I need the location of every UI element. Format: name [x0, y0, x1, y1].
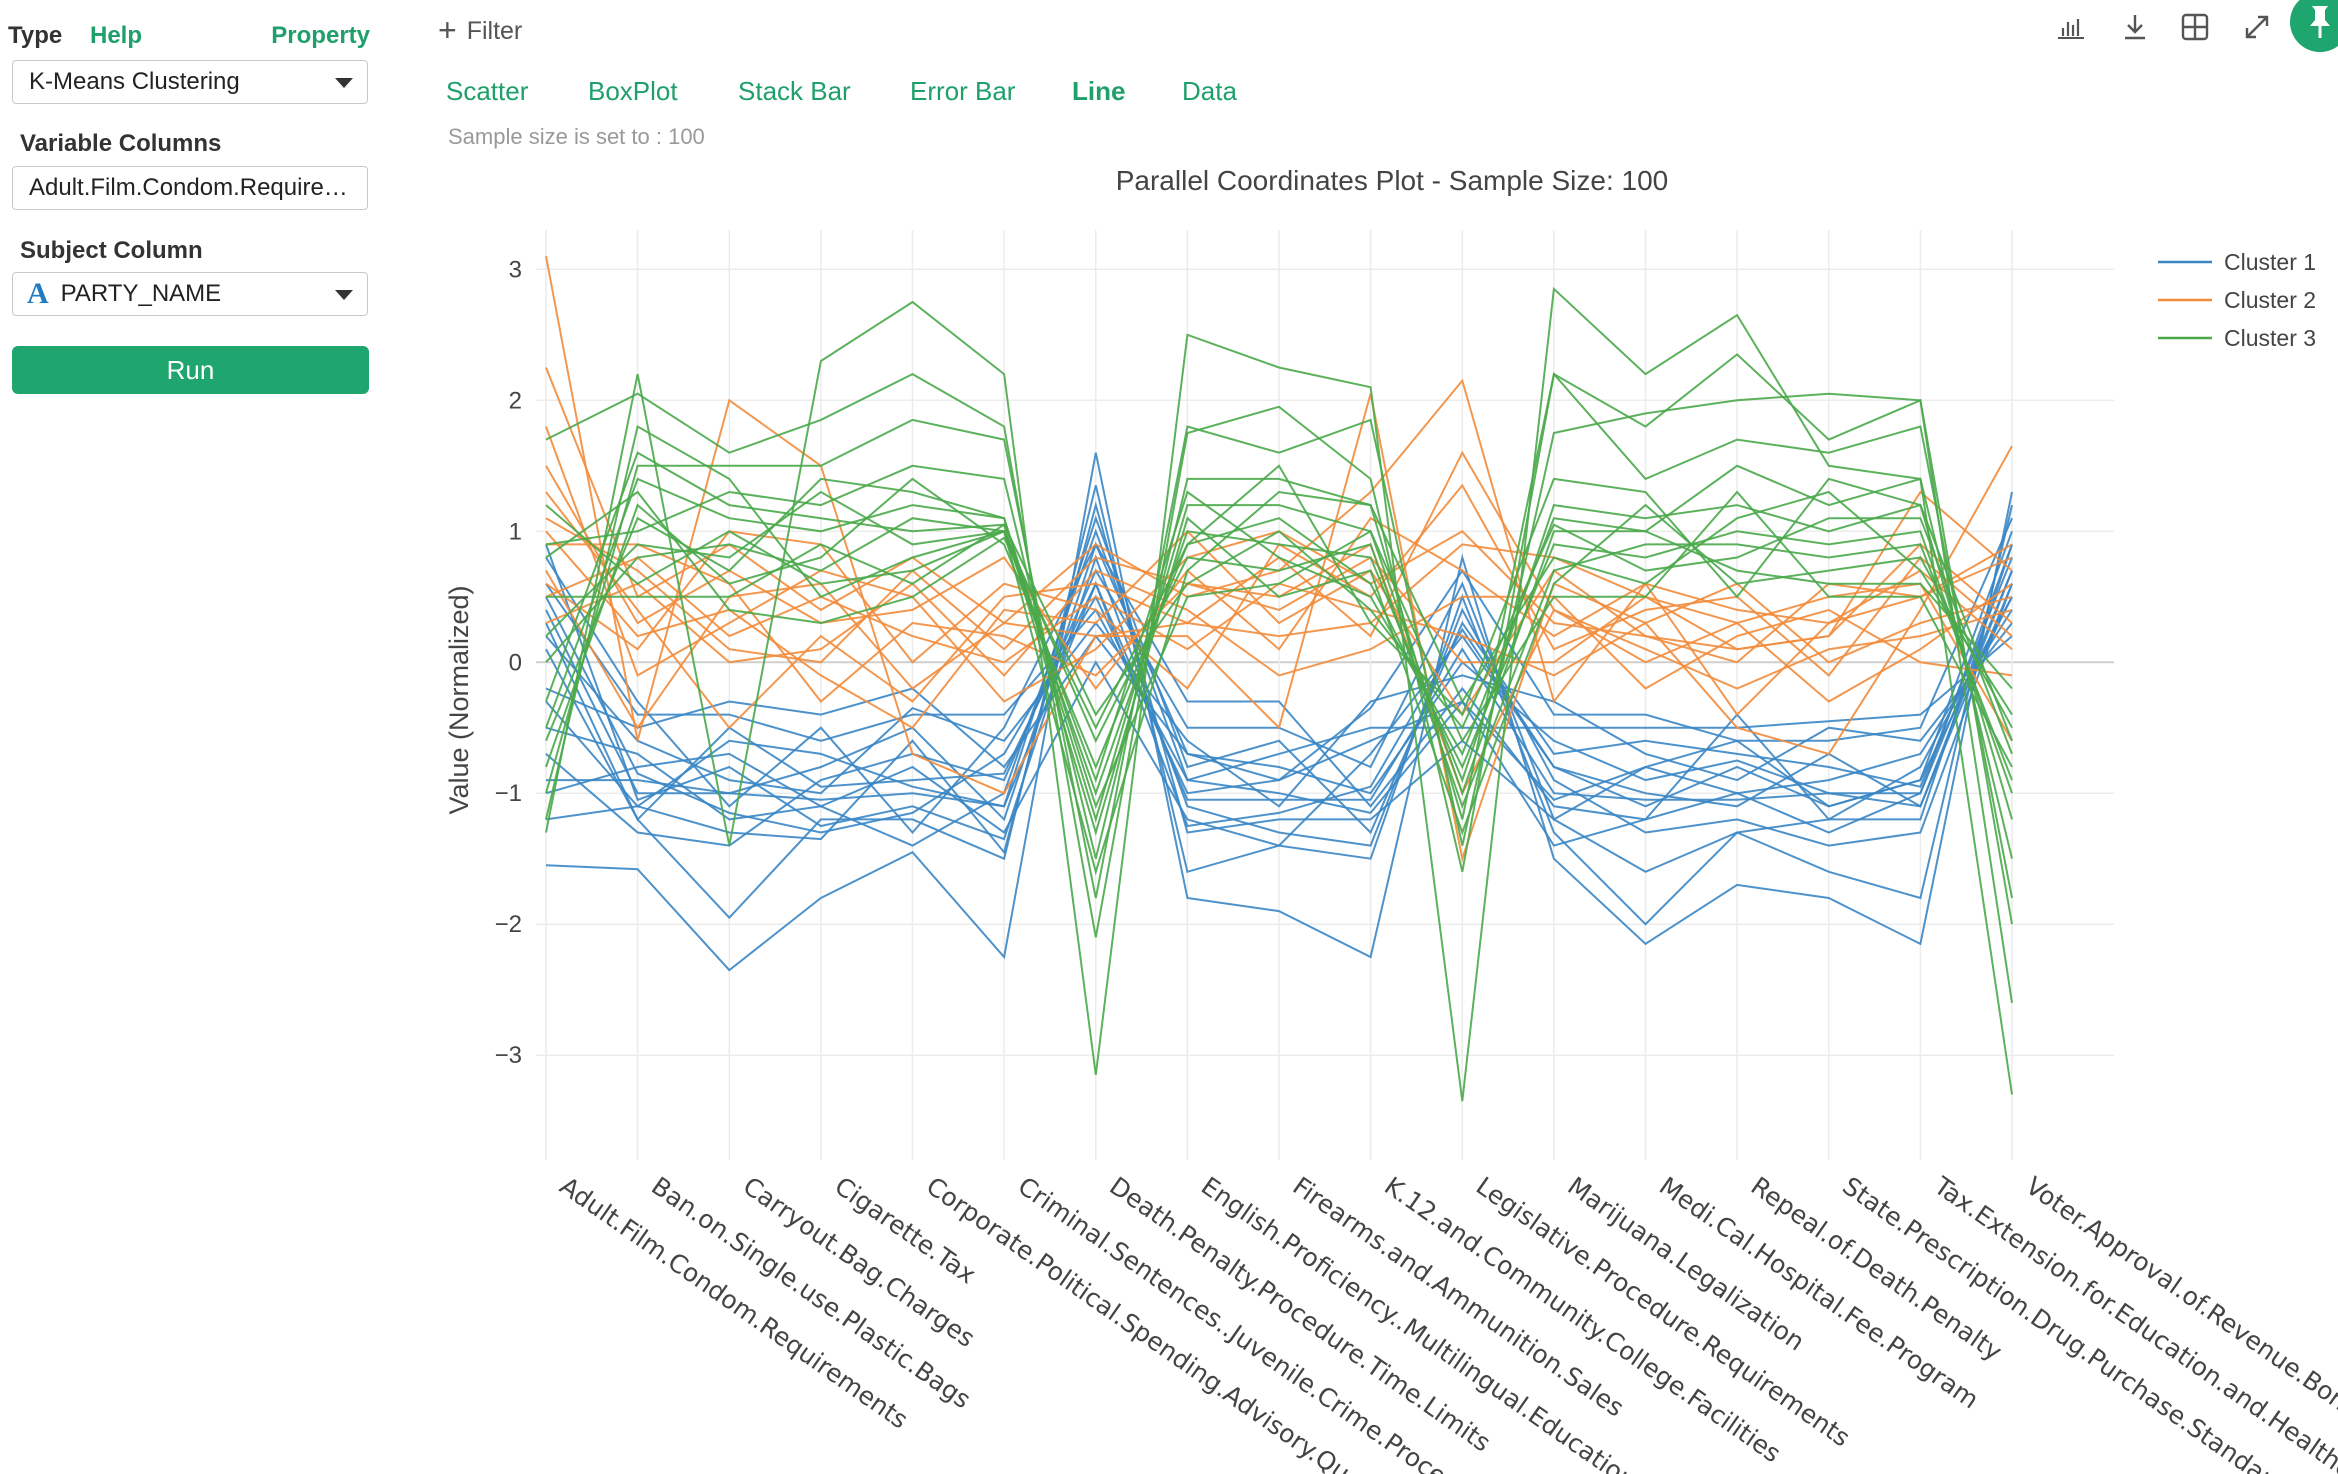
x-tick-label: Tax.Extension.for.Education.and.Healthca…: [1928, 1171, 2338, 1474]
tab-data[interactable]: Data: [1182, 76, 1237, 106]
y-tick-label: 3: [509, 256, 522, 283]
x-tick-label: Voter.Approval.of.Revenue.Bonds: [2021, 1171, 2338, 1433]
subject-column-value: PARTY_NAME: [60, 280, 222, 307]
series-line: [545, 570, 2013, 808]
filter-label: Filter: [466, 17, 523, 45]
type-select[interactable]: K-Means Clustering: [12, 60, 368, 104]
variable-columns-label: Variable Columns: [20, 130, 222, 157]
series-line: [545, 504, 2013, 810]
series-line: [545, 464, 2013, 859]
series-line: [545, 464, 2013, 742]
tab-scatter[interactable]: Scatter: [446, 76, 529, 106]
series-line: [545, 528, 2013, 847]
legend-item[interactable]: Cluster 1: [2224, 249, 2316, 275]
y-tick-label: 1: [509, 518, 522, 545]
run-button[interactable]: Run: [12, 346, 369, 394]
grid-layer: [536, 230, 2114, 1160]
x-tick-label: Firearms.and.Ammunition.Sales: [1288, 1171, 1630, 1422]
series-line: [545, 286, 2013, 1102]
expand-icon[interactable]: [2240, 10, 2274, 44]
legend-item[interactable]: Cluster 3: [2224, 325, 2316, 351]
type-label: Type: [8, 22, 63, 49]
download-icon[interactable]: [2118, 10, 2152, 44]
pin-button[interactable]: [2290, 0, 2338, 52]
axis-labels-layer: 3210−1−2−3Adult.Film.Condom.Requirements…: [495, 256, 2338, 1474]
series-line: [545, 583, 2013, 782]
y-axis-label: Value (Normalized): [444, 585, 474, 814]
grid-icon[interactable]: [2178, 10, 2212, 44]
chart-title: Parallel Coordinates Plot - Sample Size:…: [1116, 165, 1669, 196]
series-line: [545, 517, 2013, 782]
plus-icon: +: [438, 12, 457, 48]
series-line: [545, 451, 2013, 755]
series-line: [545, 529, 2013, 729]
y-tick-label: −1: [495, 780, 522, 807]
series-line: [545, 517, 2013, 664]
series-line: [545, 544, 2013, 847]
type-row: Type Help Property: [8, 22, 370, 52]
series-line: [545, 491, 2013, 742]
type-select-value: K-Means Clustering: [29, 68, 240, 95]
tab-error-bar[interactable]: Error Bar: [910, 76, 1016, 106]
pin-icon: [2310, 6, 2330, 38]
legend[interactable]: Cluster 1 Cluster 2 Cluster 3: [2158, 249, 2316, 351]
text-type-icon: A: [27, 277, 49, 310]
lines-layer: [545, 256, 2013, 1102]
chevron-down-icon: [335, 290, 353, 300]
chevron-down-icon: [335, 78, 353, 88]
y-tick-label: 0: [509, 649, 522, 676]
series-line: [545, 583, 2013, 847]
series-line: [545, 581, 2013, 828]
tab-boxplot[interactable]: BoxPlot: [588, 76, 678, 106]
series-line: [545, 392, 2013, 925]
series-line: [545, 424, 2013, 876]
series-line: [545, 515, 2013, 835]
subject-column-select[interactable]: A PARTY_NAME: [12, 272, 368, 316]
help-link[interactable]: Help: [90, 22, 143, 49]
legend-item[interactable]: Cluster 2: [2224, 287, 2316, 313]
series-line: [545, 477, 2013, 810]
tab-stack-bar[interactable]: Stack Bar: [738, 76, 851, 106]
subject-column-label: Subject Column: [20, 237, 203, 264]
series-line: [545, 465, 2013, 717]
series-line: [545, 490, 2013, 784]
series-line: [545, 353, 2013, 1003]
y-tick-label: 2: [509, 387, 522, 414]
series-line: [545, 452, 2013, 972]
variable-columns-input[interactable]: Adult.Film.Condom.Requirements: [12, 166, 368, 210]
sample-size-note: Sample size is set to : 100: [448, 124, 705, 149]
series-line: [545, 371, 2013, 899]
series-line: [545, 256, 2013, 863]
y-tick-label: −3: [495, 1042, 522, 1069]
series-line: [546, 541, 2013, 822]
series-line: [545, 542, 2013, 835]
property-link[interactable]: Property: [271, 22, 370, 49]
y-tick-label: −2: [495, 911, 522, 938]
tab-line[interactable]: Line: [1072, 76, 1126, 106]
filter-button[interactable]: + Filter: [438, 12, 522, 49]
bar-chart-icon[interactable]: [2054, 10, 2088, 44]
